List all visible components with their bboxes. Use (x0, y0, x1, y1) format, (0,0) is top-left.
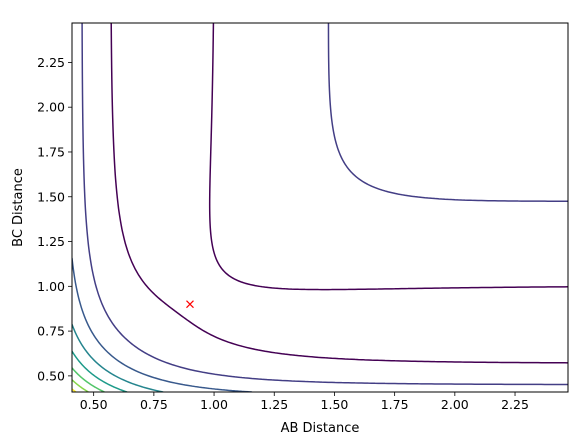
x-tick-label: 1.75 (381, 397, 409, 412)
contour-level-1 (110, 23, 568, 364)
contour-level-6 (72, 367, 106, 392)
y-tick-label: 0.75 (37, 324, 65, 339)
x-axis-label: AB Distance (281, 421, 360, 436)
y-tick-label: 1.25 (37, 234, 65, 249)
contour-level-7 (72, 379, 90, 392)
x-tick-label: 1.00 (200, 397, 228, 412)
y-tick-label: 1.75 (37, 144, 65, 159)
contour-lines (72, 23, 568, 392)
x-tick-label: 1.25 (260, 397, 288, 412)
plot-frame (71, 22, 569, 393)
y-tick-label: 1.50 (37, 189, 65, 204)
contour-level-4 (72, 323, 164, 392)
y-axis-label: BC Distance (11, 168, 26, 247)
x-tick-label: 0.50 (80, 397, 108, 412)
x-tick-label: 2.25 (501, 397, 529, 412)
x-tick-label: 1.50 (321, 397, 349, 412)
y-tick-label: 2.25 (37, 55, 65, 70)
x-tick-label: 0.75 (140, 397, 168, 412)
x-axis: 0.50 0.75 1.00 1.25 1.50 1.75 2.00 2.25 (80, 392, 529, 412)
marker-layer (186, 300, 194, 309)
contour-level-3 (72, 257, 253, 392)
contour-level-5 (72, 350, 128, 392)
y-tick-label: 1.00 (37, 279, 65, 294)
x-tick-label: 2.00 (441, 397, 469, 412)
marker-point (186, 300, 194, 309)
contour-level-2 (81, 23, 568, 386)
y-tick-label: 0.50 (37, 368, 65, 383)
y-axis: 0.50 0.75 1.00 1.25 1.50 1.75 2.00 2.25 (37, 55, 72, 383)
y-tick-label: 2.00 (37, 100, 65, 115)
